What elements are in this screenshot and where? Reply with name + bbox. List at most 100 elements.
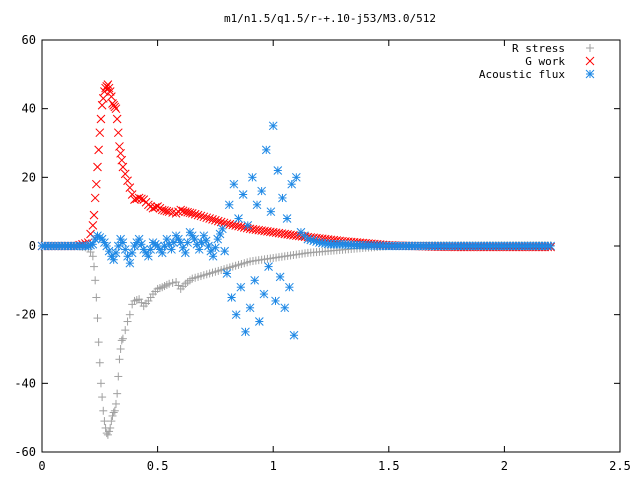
data-point	[93, 162, 102, 172]
data-point	[261, 145, 271, 155]
data-point	[121, 326, 130, 335]
data-point	[225, 219, 235, 229]
data-point	[134, 193, 144, 203]
data-point	[115, 355, 124, 364]
data-point	[130, 195, 139, 205]
data-point	[111, 104, 121, 114]
data-point	[105, 427, 114, 436]
data-point	[92, 293, 101, 302]
data-point	[185, 208, 195, 218]
data-point	[282, 214, 292, 223]
data-point	[109, 255, 119, 265]
legend-label: Acoustic flux	[479, 68, 565, 81]
data-point	[285, 282, 294, 292]
x-tick-label: 1.5	[378, 459, 400, 473]
data-point	[114, 372, 123, 381]
data-point	[217, 224, 227, 234]
legend-marker	[585, 69, 595, 79]
data-point	[271, 296, 280, 306]
data-point	[213, 216, 223, 226]
data-point	[164, 207, 174, 217]
data-point	[111, 248, 121, 258]
data-point	[103, 80, 113, 89]
data-point	[243, 221, 253, 230]
data-point	[187, 209, 197, 218]
data-point	[211, 243, 220, 253]
x-tick-label: 0	[38, 459, 45, 473]
data-point	[176, 205, 186, 215]
data-point	[546, 241, 555, 251]
data-point	[94, 145, 103, 155]
data-point	[234, 214, 243, 223]
data-point	[236, 282, 246, 292]
data-point	[96, 114, 106, 124]
data-point	[190, 234, 199, 244]
legend-label: G work	[525, 55, 565, 68]
data-point	[123, 317, 132, 326]
data-point	[252, 200, 262, 210]
data-point	[107, 417, 116, 426]
data-point	[287, 179, 297, 189]
data-point	[125, 258, 135, 268]
data-point	[112, 114, 122, 124]
x-tick-label: 2.5	[609, 459, 631, 473]
data-point	[165, 279, 174, 288]
data-point	[115, 142, 124, 151]
y-tick-label: 20	[22, 170, 36, 184]
data-point	[86, 248, 95, 257]
data-point	[95, 358, 104, 367]
data-point	[227, 293, 236, 302]
data-point	[109, 408, 118, 417]
data-point	[117, 155, 127, 165]
data-point	[91, 276, 100, 285]
data-point	[143, 251, 153, 261]
data-point	[245, 303, 255, 313]
data-point	[137, 194, 146, 204]
data-point	[250, 275, 260, 285]
data-point	[107, 92, 116, 102]
data-point	[99, 406, 108, 415]
data-point	[113, 241, 123, 251]
data-point	[241, 327, 250, 337]
data-point	[98, 393, 107, 402]
data-point	[105, 87, 115, 96]
data-point	[264, 262, 273, 271]
data-point	[95, 128, 105, 138]
data-point	[113, 128, 123, 138]
data-point	[259, 289, 269, 299]
data-point	[178, 206, 188, 216]
data-point	[117, 336, 126, 345]
data-point	[110, 406, 119, 415]
y-tick-label: 40	[22, 102, 36, 116]
legend-marker	[586, 44, 594, 52]
data-point	[167, 245, 176, 254]
legend-marker	[585, 56, 595, 66]
x-tick-label: 1	[270, 459, 277, 473]
data-point	[229, 179, 239, 189]
data-point	[205, 214, 214, 223]
y-tick-label: -40	[14, 376, 36, 390]
data-point	[275, 272, 285, 282]
data-point	[120, 169, 130, 179]
data-point	[94, 338, 103, 347]
data-point	[148, 203, 158, 213]
x-tick-label: 0.5	[147, 459, 169, 473]
y-tick-label: -60	[14, 445, 36, 459]
data-point	[162, 206, 172, 216]
data-point	[289, 330, 299, 340]
data-point	[106, 423, 115, 432]
data-point	[208, 215, 217, 224]
marks-group	[37, 80, 555, 439]
data-point	[231, 310, 241, 320]
data-point	[222, 269, 232, 278]
data-point	[88, 221, 98, 230]
data-point	[125, 183, 135, 192]
data-point	[123, 251, 132, 261]
data-point	[280, 303, 290, 313]
data-point	[183, 238, 193, 247]
data-point	[220, 246, 230, 256]
data-point	[113, 389, 122, 398]
data-point	[90, 193, 100, 203]
